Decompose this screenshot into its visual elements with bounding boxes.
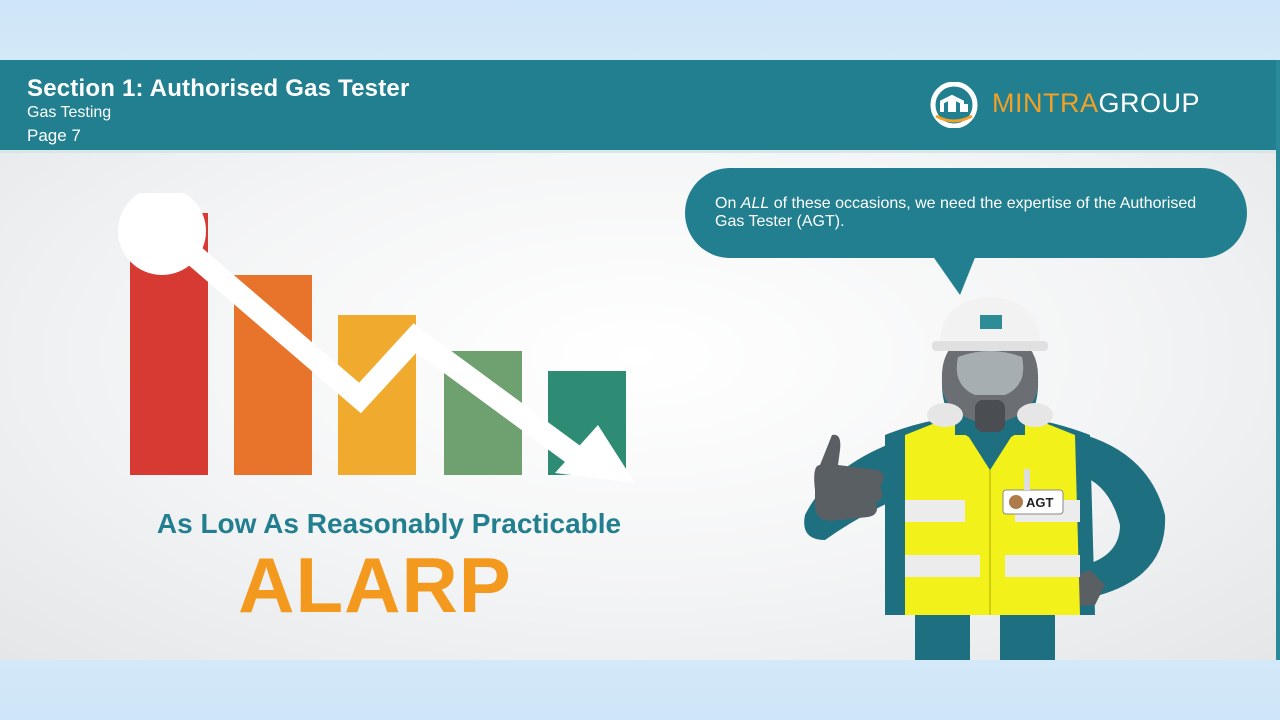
gas-mask-icon	[927, 327, 1053, 443]
bubble-text-emphasis: ALL	[740, 195, 770, 212]
logo-wordmark: MINTRAGROUP	[992, 88, 1200, 119]
right-edge-bar	[1276, 60, 1280, 660]
logo-text-group: GROUP	[1098, 88, 1201, 118]
speech-bubble: On ALL of these occasions, we need the e…	[685, 168, 1247, 258]
agt-badge: AGT	[1002, 469, 1064, 515]
agt-character: AGT	[804, 297, 1166, 660]
slide-frame: Section 1: Authorised Gas Tester Gas Tes…	[0, 60, 1280, 660]
slide-subtitle: Gas Testing	[27, 104, 112, 121]
slide-header: Section 1: Authorised Gas Tester Gas Tes…	[0, 60, 1276, 150]
mintra-logo-icon	[930, 82, 978, 128]
header-divider	[0, 150, 1276, 153]
agt-badge-label: AGT	[1026, 495, 1054, 510]
hard-hat-icon	[932, 297, 1048, 351]
down-trend-arrow-icon	[118, 193, 635, 483]
slide-content: As Low As Reasonably Practicable ALARP O…	[0, 153, 1276, 660]
page-number: Page 7	[27, 126, 81, 145]
speech-bubble-tail	[925, 245, 980, 295]
slide-title: Section 1: Authorised Gas Tester	[27, 75, 410, 102]
thumbs-up-icon	[814, 434, 884, 521]
alarp-definition: As Low As Reasonably Practicable	[156, 508, 622, 539]
bubble-text-rest: of these occasions, we need the expertis…	[715, 195, 1197, 230]
logo-text-mintra: MINTRA	[992, 88, 1099, 118]
bubble-text-prefix: On	[715, 195, 741, 212]
alarp-bar-graphic	[118, 193, 635, 483]
mintra-logo: MINTRAGROUP	[928, 82, 1248, 128]
alarp-heading: ALARP	[238, 541, 512, 629]
speech-bubble-text: On ALL of these occasions, we need the e…	[715, 195, 1225, 231]
